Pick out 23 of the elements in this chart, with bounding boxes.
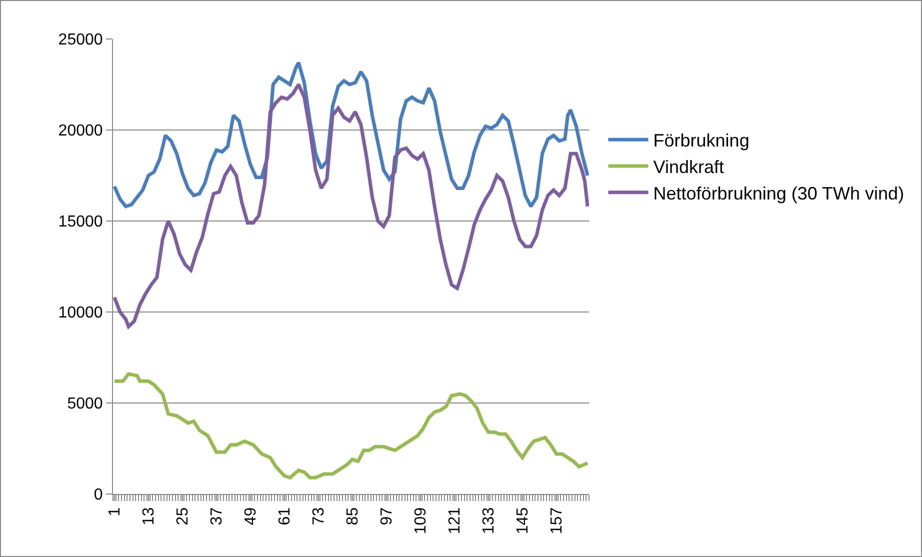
x-tick-label: 25: [174, 507, 192, 526]
x-tick-label: 109: [412, 507, 430, 534]
legend-label: Förbrukning: [653, 130, 750, 151]
x-tick-label: 133: [480, 507, 498, 534]
x-tick-label: 61: [276, 507, 294, 526]
x-tick-label: 37: [208, 507, 226, 526]
y-tick-label: 5000: [67, 396, 103, 413]
x-tick-label: 73: [310, 507, 328, 526]
y-tick-label: 10000: [58, 304, 103, 322]
legend-label: Nettoförbrukning (30 TWh vind): [653, 183, 904, 204]
y-tick-label: 20000: [58, 122, 103, 140]
x-tick-label: 13: [140, 507, 158, 526]
x-tick-label: 1: [106, 507, 124, 516]
x-tick-label: 145: [514, 507, 532, 534]
legend-label: Vindkraft: [653, 157, 724, 178]
x-tick-label: 49: [242, 507, 260, 526]
x-tick-label: 97: [378, 507, 396, 526]
x-tick-label: 157: [548, 507, 566, 534]
y-tick-label: 0: [94, 486, 103, 504]
y-tick-label: 15000: [58, 214, 103, 231]
x-tick-label: 121: [446, 507, 464, 534]
y-tick-label: 25000: [58, 32, 103, 49]
x-tick-label: 85: [344, 507, 362, 526]
